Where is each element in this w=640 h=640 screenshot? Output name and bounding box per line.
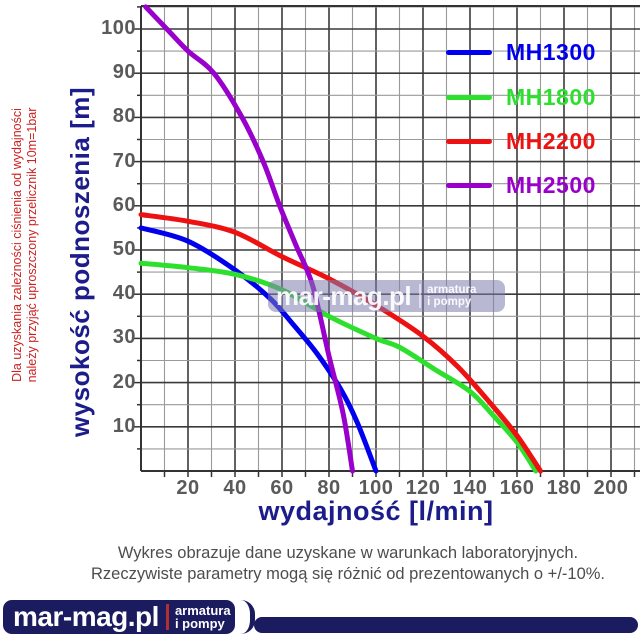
watermark-divider — [419, 284, 422, 308]
logo-tagline-line1: armatura — [174, 603, 231, 618]
logo-bracket-shape — [236, 600, 255, 634]
legend-entry-mh2500: MH2500 — [446, 171, 596, 198]
legend-line-swatch-mh2200 — [446, 138, 492, 144]
y-tick-label: 80 — [112, 105, 136, 128]
x-tick-label: 100 — [358, 477, 394, 499]
x-tick-label: 20 — [176, 477, 200, 499]
y-tick-label: 40 — [112, 282, 136, 305]
watermark: mar-mag.pl armatura i pompy — [268, 280, 505, 312]
mar-mag-logo: mar-mag.pl armatura i pompy — [3, 600, 235, 634]
legend-label-mh2200: MH2200 — [506, 127, 596, 154]
caption-line2: Rzeczywiste parametry mogą się różnić od… — [90, 565, 606, 583]
logo-divider — [165, 604, 169, 630]
lab-conditions-caption: Wykres obrazuje dane uzyskane w warunkac… — [40, 543, 640, 585]
y-tick-label: 60 — [112, 193, 136, 216]
watermark-tagline-line1: armatura — [427, 284, 477, 296]
legend-line-swatch-mh1300 — [446, 49, 492, 55]
x-tick-label: 60 — [270, 477, 294, 499]
legend-line-swatch-mh1800 — [446, 94, 492, 100]
legend-label-mh1300: MH1300 — [506, 38, 596, 65]
x-tick-label: 200 — [593, 477, 629, 499]
y-tick-label: 100 — [101, 17, 136, 39]
pressure-conversion-note: Dla uzyskania zależności ciśnienia od wy… — [10, 65, 42, 425]
y-tick-label: 70 — [112, 149, 136, 172]
y-tick-label: 90 — [112, 61, 136, 84]
watermark-tagline-line2: i pompy — [427, 296, 472, 308]
x-tick-label: 180 — [546, 477, 582, 499]
watermark-tagline: armatura i pompy — [427, 284, 476, 308]
x-tick-label: 120 — [405, 477, 441, 499]
y-tick-label: 50 — [112, 238, 136, 260]
caption-line1: Wykres obrazuje dane uzyskane w warunkac… — [117, 544, 579, 562]
y-tick-label: 20 — [112, 370, 136, 393]
x-tick-label: 160 — [499, 477, 535, 499]
x-tick-label: 80 — [317, 477, 341, 499]
logo-tagline-line2: i pompy — [174, 616, 225, 631]
x-axis-title: wydajność [l/min] — [258, 496, 494, 526]
x-tick-label: 40 — [223, 477, 247, 499]
x-tick-label: 140 — [452, 477, 488, 499]
legend-line-swatch-mh2500 — [446, 182, 492, 188]
legend-entry-mh1300: MH1300 — [446, 38, 596, 65]
x-axis-tick-labels: 20 40 60 80 100 120 140 160 180 200 — [0, 477, 640, 501]
footer-bar — [254, 617, 638, 633]
logo-brand-text: mar-mag.pl — [13, 601, 159, 632]
logo-tagline: armatura i pompy — [175, 604, 231, 630]
y-axis-tick-labels: 10 20 30 40 50 60 70 80 90 100 — [60, 0, 136, 480]
y-tick-label: 30 — [112, 326, 136, 349]
legend-label-mh1800: MH1800 — [506, 83, 596, 110]
legend-label-mh2500: MH2500 — [506, 171, 596, 198]
legend-entry-mh2200: MH2200 — [446, 127, 596, 154]
watermark-brand: mar-mag.pl — [276, 280, 412, 311]
y-tick-label: 10 — [112, 414, 136, 437]
legend-entry-mh1800: MH1800 — [446, 83, 596, 110]
pressure-conversion-note-line2: należy przyjąć uproszczony przelicznik 1… — [25, 107, 39, 383]
pressure-conversion-note-line1: Dla uzyskania zależności ciśnienia od wy… — [10, 108, 24, 382]
